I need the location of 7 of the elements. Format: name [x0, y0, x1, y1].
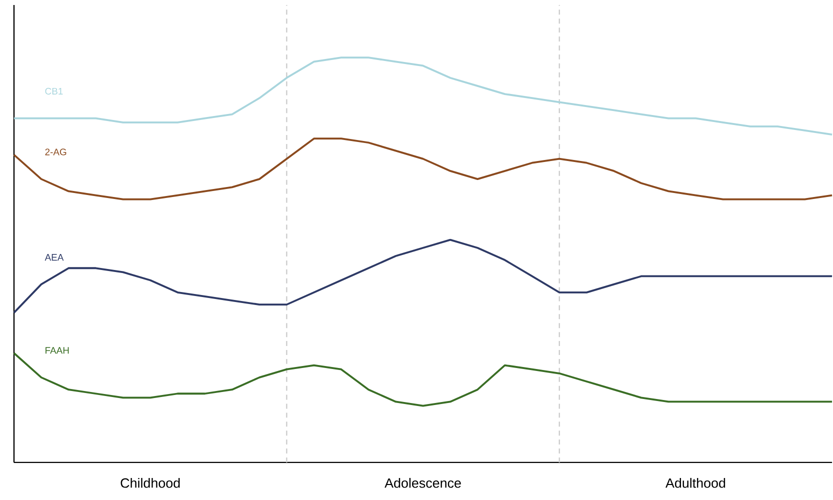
x-tick-label: Adulthood [665, 478, 726, 488]
text: 2-AG [45, 148, 66, 156]
text: FAAH [46, 346, 69, 354]
x-tick-label: Childhood [120, 478, 180, 488]
series-label: AEA [44, 254, 64, 260]
text: CB1 [45, 88, 63, 94]
x-tick-label: Adolescence [384, 478, 461, 488]
